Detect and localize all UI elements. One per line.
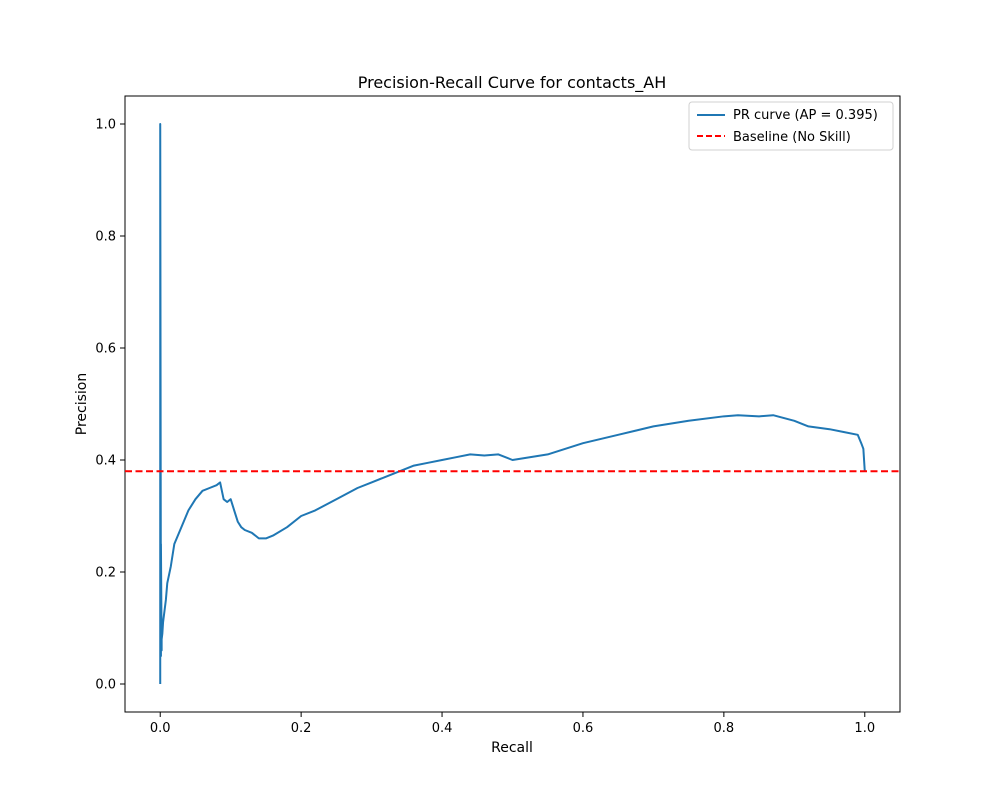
y-axis-ticks: 0.0 0.2 0.4 0.6 0.8 1.0 — [95, 118, 125, 693]
y-tick-label: 0.0 — [95, 678, 116, 693]
x-tick-label: 1.0 — [854, 721, 875, 736]
x-tick-label: 0.8 — [714, 721, 735, 736]
y-tick-label: 0.2 — [95, 566, 116, 581]
y-axis-label: Precision — [74, 373, 90, 435]
y-tick-label: 1.0 — [95, 118, 116, 133]
y-tick-label: 0.4 — [95, 454, 116, 469]
legend: PR curve (AP = 0.395) Baseline (No Skill… — [688, 101, 894, 151]
axes-frame — [124, 95, 901, 713]
x-tick-label: 0.4 — [432, 721, 453, 736]
y-tick-label: 0.6 — [95, 342, 116, 357]
legend-entry-pr-curve: PR curve (AP = 0.395) — [733, 108, 878, 123]
x-tick-label: 0.2 — [291, 721, 312, 736]
x-axis-label: Recall — [491, 740, 533, 756]
legend-entry-baseline: Baseline (No Skill) — [733, 130, 851, 145]
legend-box — [688, 101, 894, 151]
series-layer — [125, 123, 900, 684]
plot-area — [124, 95, 901, 713]
y-tick-label: 0.8 — [95, 230, 116, 245]
chart-title: Precision-Recall Curve for contacts_AH — [358, 73, 667, 93]
x-tick-label: 0.0 — [150, 721, 171, 736]
x-tick-label: 0.6 — [573, 721, 594, 736]
pr-curve-line — [159, 123, 866, 684]
x-axis-ticks: 0.0 0.2 0.4 0.6 0.8 1.0 — [150, 712, 875, 736]
